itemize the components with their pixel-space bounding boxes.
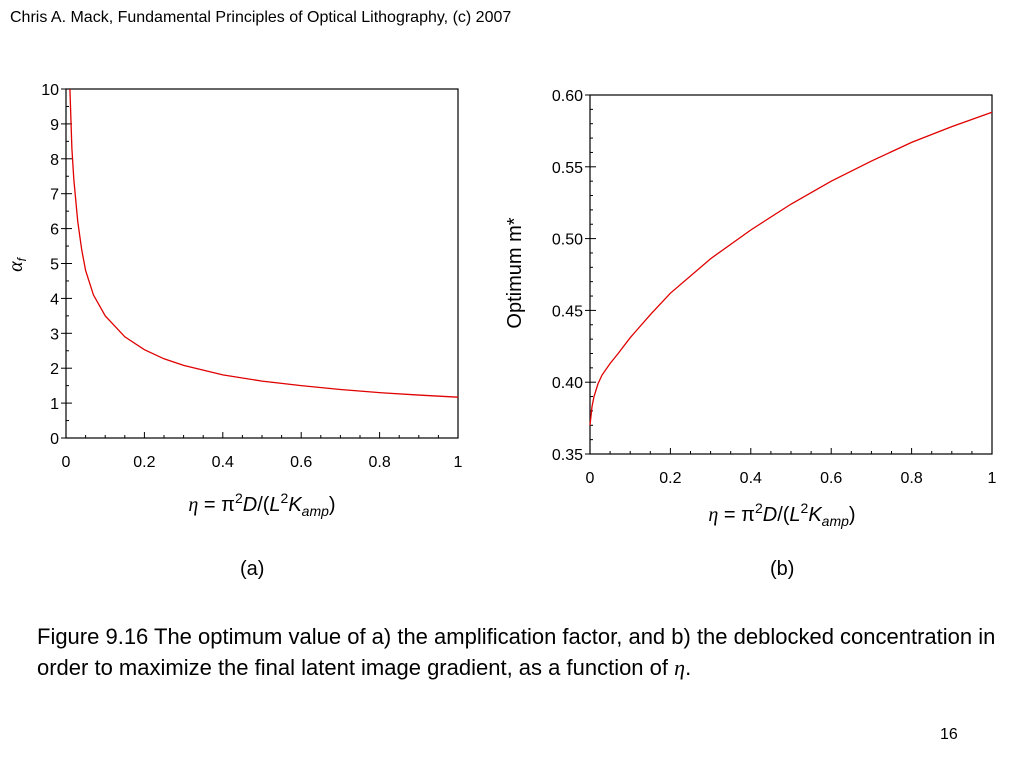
chart-a-xlabel: η = π2D/(L2Kamp) bbox=[188, 490, 335, 519]
caption-end: . bbox=[685, 655, 692, 680]
chart-a-ytick-label: 0 bbox=[50, 431, 59, 448]
chart-a-xtick-label: 0.8 bbox=[368, 454, 390, 471]
chart-b-xtick-label: 0 bbox=[586, 470, 595, 487]
chart-b-xlabel: η = π2D/(L2Kamp) bbox=[708, 500, 855, 529]
chart-b-xtick-label: 1 bbox=[988, 470, 997, 487]
chart-a-ytick-label: 9 bbox=[50, 117, 59, 134]
caption-eta-symbol: η bbox=[674, 655, 686, 680]
caption-text: Figure 9.16 The optimum value of a) the … bbox=[37, 624, 996, 680]
chart-a-ytick-label: 8 bbox=[50, 152, 59, 169]
chart-a-xtick-label: 0 bbox=[62, 454, 71, 471]
chart-b-xtick-label: 0.2 bbox=[659, 470, 681, 487]
chart-b: 0 0.2 0.4 0.6 0.8 1 0.35 0.40 0.45 0.50 0.55 0.60 η… bbox=[504, 88, 997, 529]
chart-b-ytick-label: 0.35 bbox=[552, 447, 583, 464]
chart-b-ytick-label: 0.45 bbox=[552, 303, 583, 320]
chart-a-ytick-label: 4 bbox=[50, 291, 59, 308]
chart-a-ylabel: αf bbox=[5, 256, 29, 272]
chart-a-series-line bbox=[69, 88, 459, 398]
chart-b-ytick-label: 0.60 bbox=[552, 88, 583, 105]
chart-a-ytick-label: 10 bbox=[41, 82, 59, 99]
chart-a-ytick-label: 1 bbox=[50, 396, 59, 413]
chart-a-ytick-label: 2 bbox=[50, 361, 59, 378]
chart-a-ytick-label: 3 bbox=[50, 326, 59, 343]
chart-b-ytick-label: 0.55 bbox=[552, 160, 583, 177]
chart-a-frame bbox=[65, 88, 459, 439]
figure-caption: Figure 9.16 The optimum value of a) the … bbox=[37, 621, 997, 683]
chart-b-xtick-label: 0.6 bbox=[820, 470, 842, 487]
chart-b-xtick-label: 0.4 bbox=[740, 470, 762, 487]
chart-b-xtick-label: 0.8 bbox=[900, 470, 922, 487]
page-header: Chris A. Mack, Fundamental Principles of… bbox=[10, 9, 512, 26]
slide-number: 16 bbox=[940, 726, 958, 743]
chart-b-ylabel: Optimum m* bbox=[504, 217, 526, 328]
panel-a-label: (a) bbox=[240, 558, 265, 580]
chart-b-series-line bbox=[589, 111, 993, 426]
chart-b-ytick-label: 0.50 bbox=[552, 232, 583, 249]
chart-a-ytick-label: 6 bbox=[50, 222, 59, 239]
chart-a-xtick-label: 0.4 bbox=[212, 454, 234, 471]
chart-a-xtick-label: 0.2 bbox=[133, 454, 155, 471]
chart-b-frame bbox=[589, 94, 993, 455]
panel-b-label: (b) bbox=[770, 558, 795, 580]
chart-a-ytick-label: 7 bbox=[50, 187, 59, 204]
chart-a-ytick-label: 5 bbox=[50, 257, 59, 274]
chart-a-xtick-label: 1 bbox=[454, 454, 463, 471]
chart-b-ytick-label: 0.40 bbox=[552, 375, 583, 392]
chart-a-xtick-label: 0.6 bbox=[290, 454, 312, 471]
